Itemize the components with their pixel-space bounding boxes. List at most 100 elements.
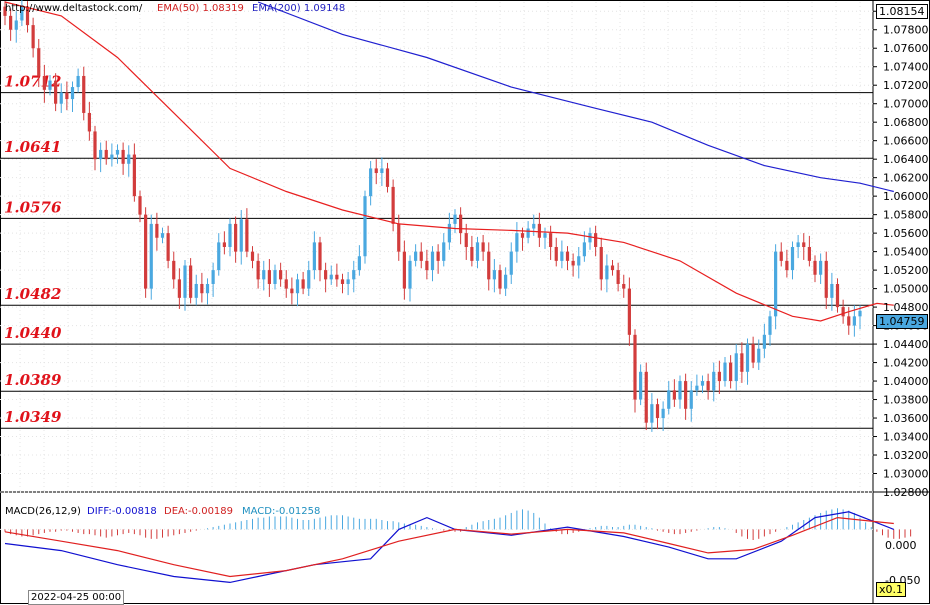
candle-body (560, 252, 563, 261)
candle-body (369, 168, 372, 196)
candle-body (144, 215, 147, 289)
candle-body (318, 242, 321, 270)
candle-body (335, 275, 338, 280)
candle-body (735, 353, 738, 381)
candle-body (223, 242, 226, 247)
price-tick-label: 1.05400 (883, 246, 929, 259)
candle-body (617, 270, 620, 284)
candle-body (420, 252, 423, 261)
candle-body (48, 81, 51, 90)
candle-body (195, 284, 198, 298)
price-tick-label: 1.06400 (883, 153, 929, 166)
candle-body (510, 252, 513, 275)
candle-body (279, 270, 282, 279)
price-tick-label: 1.07200 (883, 79, 929, 92)
price-tick-label: 1.06000 (883, 190, 929, 203)
price-tick-label: 1.07600 (883, 42, 929, 55)
candle-body (88, 113, 91, 131)
candle-body (268, 270, 271, 284)
candle-body (262, 270, 265, 279)
candle-body (155, 224, 158, 238)
candle-body (858, 311, 861, 317)
candle-body (99, 150, 102, 159)
candle-body (673, 390, 676, 399)
price-tick-label: 1.03600 (883, 412, 929, 425)
candle-body (594, 233, 597, 247)
candle-body (842, 307, 845, 316)
ema50-name: EMA(50) (157, 3, 199, 14)
price-tick-label: 1.06600 (883, 135, 929, 148)
top-price-tag: 1.08154 (876, 4, 928, 19)
candle-body (161, 233, 164, 238)
candle-body (408, 261, 411, 289)
candle-body (437, 252, 440, 261)
candle-body (245, 219, 248, 251)
candle-body (690, 390, 693, 408)
macd-macd-value: MACD:-0.01258 (242, 506, 320, 517)
candle-body (622, 284, 625, 289)
level-label: 1.0389 (4, 371, 62, 389)
candle-body (448, 224, 451, 242)
ema200-value: 1.09148 (304, 3, 345, 14)
candle-body (347, 279, 350, 284)
candle-body (791, 247, 794, 270)
price-tick-label: 1.03000 (883, 468, 929, 481)
candle-body (853, 316, 856, 325)
macd-diff-value: DIFF:-0.00818 (87, 506, 157, 517)
price-tick-label: 1.07800 (883, 24, 929, 37)
price-tick-label: 1.05200 (883, 264, 929, 277)
macd-scale-factor[interactable]: x0.1 (876, 582, 906, 597)
candle-body (257, 261, 260, 279)
candle-body (498, 270, 501, 288)
candle-body (341, 279, 344, 284)
candle-body (183, 265, 186, 297)
candle-body (808, 247, 811, 261)
candle-body (363, 196, 366, 256)
date-label: 2022-04-25 00:00 (28, 590, 124, 605)
candle-body (150, 224, 153, 289)
level-label: 1.0349 (4, 408, 62, 426)
price-tick-label: 1.06200 (883, 172, 929, 185)
candle-body (453, 215, 456, 224)
candle-body (780, 252, 783, 261)
candle-body (785, 261, 788, 270)
candle-body (9, 16, 12, 30)
candle-body (493, 270, 496, 279)
ema200-label: EMA(200) 1.09148 (252, 3, 345, 14)
candle-body (712, 372, 715, 390)
candle-body (313, 242, 316, 270)
candle-body (330, 275, 333, 280)
candle-body (527, 229, 530, 238)
macd-panel (0, 508, 911, 582)
candle-body (431, 252, 434, 270)
candle-body (752, 344, 755, 362)
price-tick-label: 1.07400 (883, 61, 929, 74)
price-tick-label: 1.03200 (883, 449, 929, 462)
candle-body (487, 252, 490, 280)
price-tick-label: 1.04800 (883, 301, 929, 314)
candle-body (133, 155, 136, 197)
candle-body (521, 233, 524, 238)
candle-body (532, 224, 535, 229)
candle-body (138, 196, 141, 214)
candle-body (740, 353, 743, 371)
site-url[interactable]: http://www.deltastock.com/ (5, 3, 142, 14)
candle-body (189, 265, 192, 297)
candle-body (15, 20, 18, 29)
candle-body (504, 275, 507, 289)
candle-body (397, 224, 400, 252)
candle-body (234, 224, 237, 252)
candle-body (375, 168, 378, 173)
candle-body (273, 270, 276, 284)
last-price-tag: 1.04759 (876, 314, 928, 329)
candle-body (684, 381, 687, 409)
candle-body (836, 284, 839, 307)
candle-body (392, 187, 395, 224)
candle-body (667, 390, 670, 408)
candle-body (611, 265, 614, 270)
candle-body (813, 261, 816, 275)
price-tick-label: 1.02800 (883, 486, 929, 499)
candle-body (656, 404, 659, 418)
candle-body (549, 233, 552, 247)
candle-body (515, 233, 518, 251)
